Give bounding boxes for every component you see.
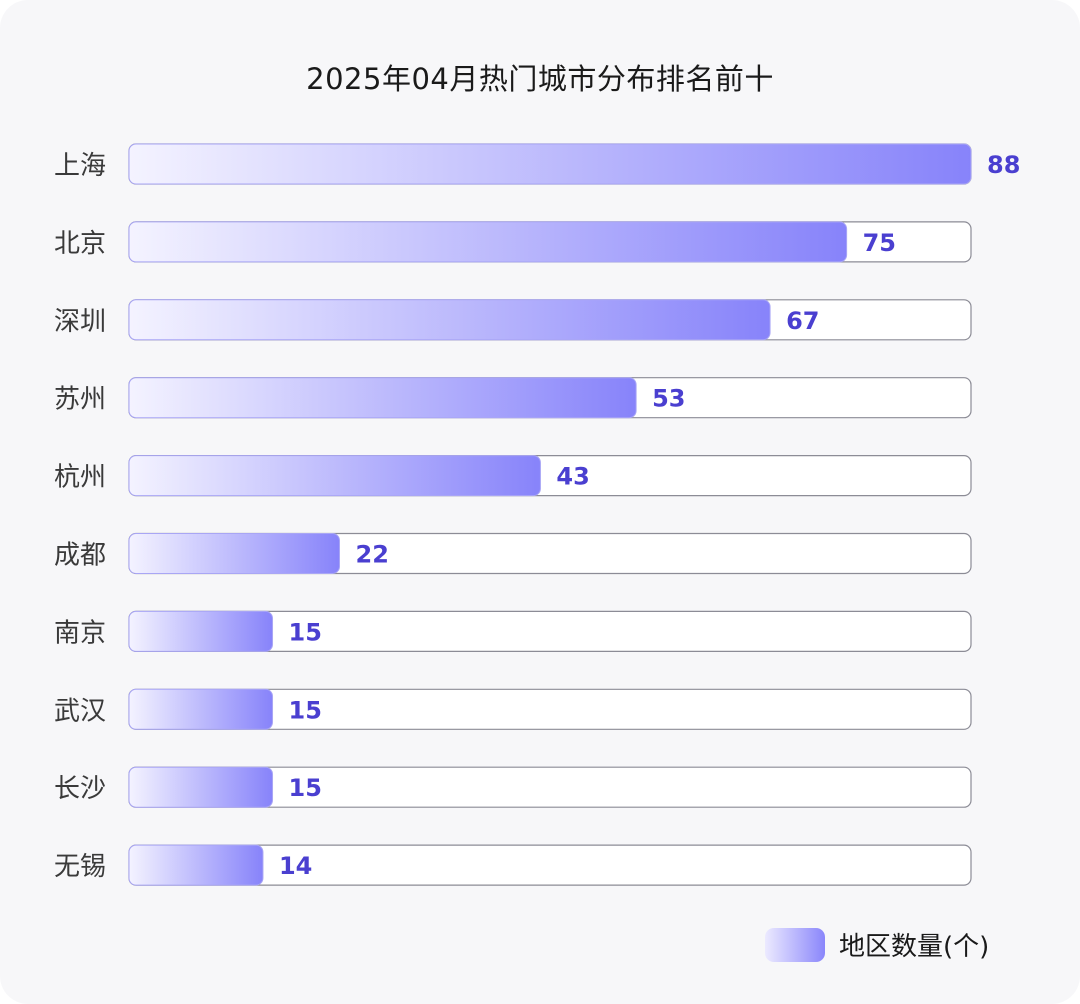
value-label: 75 [863,229,896,257]
value-label: 53 [652,385,685,413]
bar [128,766,274,808]
bar [128,299,771,341]
bar [128,221,848,263]
legend-label: 地区数量(个) [839,932,990,962]
value-label: 15 [289,774,322,802]
category-label: 杭州 [54,463,106,493]
value-label: 88 [987,151,1020,179]
bar [128,844,264,886]
value-label: 22 [356,541,389,569]
category-label: 北京 [54,229,106,259]
category-label: 深圳 [54,307,106,337]
value-label: 67 [786,307,819,335]
category-label: 上海 [54,151,106,181]
category-label: 苏州 [54,385,106,415]
value-label: 14 [279,852,312,880]
bar [128,377,637,419]
value-label: 43 [556,463,589,491]
category-label: 南京 [54,618,106,648]
category-label: 无锡 [54,852,106,882]
category-label: 武汉 [54,696,106,726]
bar [128,533,340,574]
bar [128,455,541,497]
bar [128,688,274,730]
category-label: 长沙 [54,774,106,804]
chart-title: 2025年04月热门城市分布排名前十 [306,62,774,96]
value-label: 15 [289,696,322,724]
legend-swatch [765,927,825,962]
value-label: 15 [289,618,322,646]
legend: 地区数量(个) [765,926,989,963]
bar [128,143,972,185]
bar [128,610,274,652]
category-label: 成都 [54,541,106,571]
